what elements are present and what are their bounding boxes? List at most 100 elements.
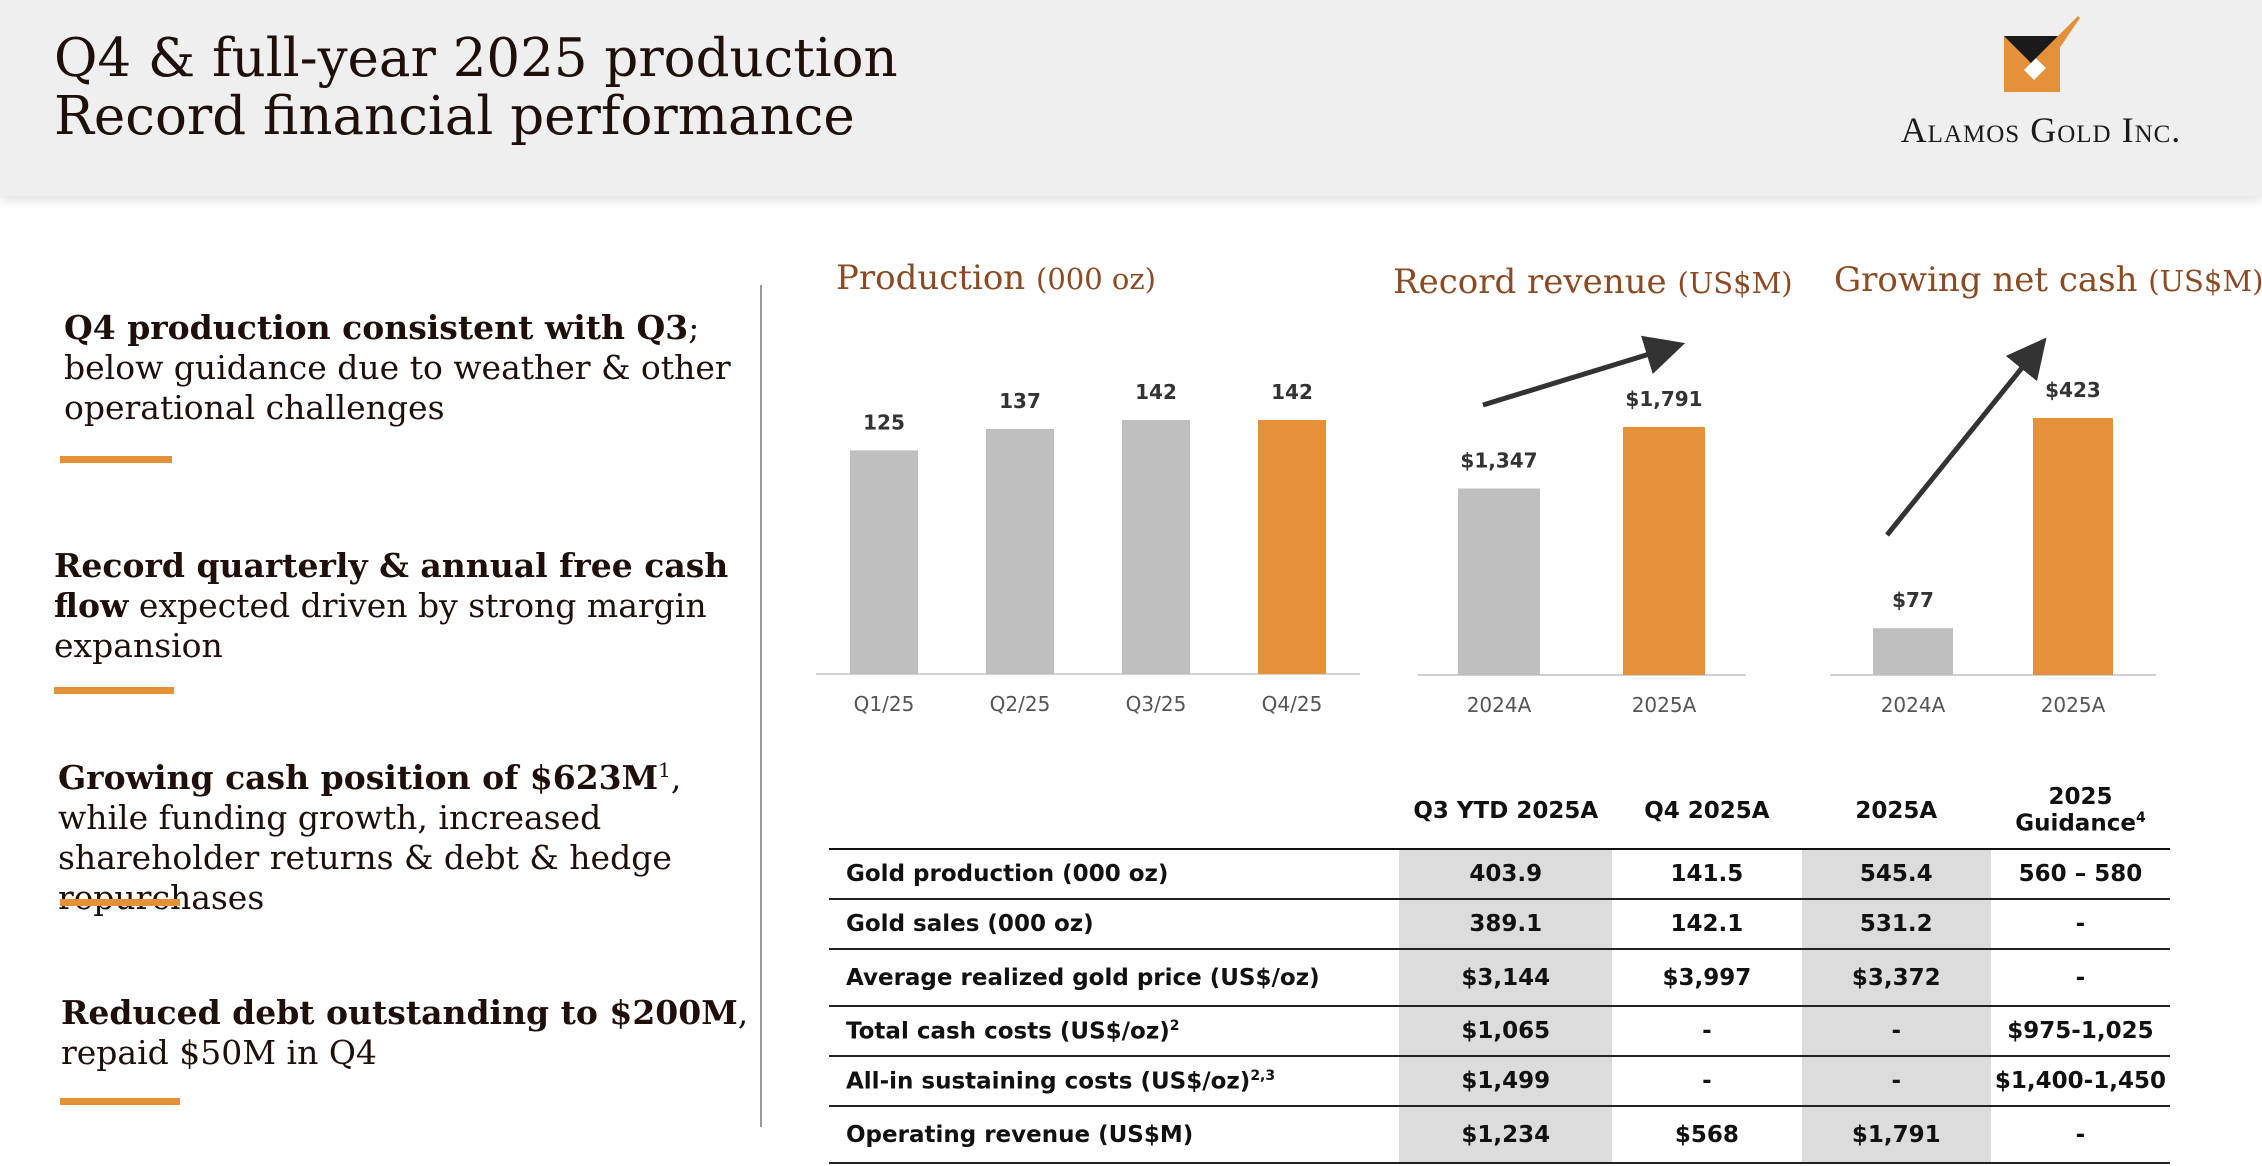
logo-mark-icon [2004, 16, 2080, 92]
production-value-label: 125 [863, 410, 905, 434]
netcash-bar [2033, 418, 2113, 675]
netcash-category-label: 2025A [2041, 693, 2106, 717]
table-cell: - [1612, 1006, 1802, 1057]
table-cell: 545.4 [1801, 849, 1991, 900]
bullet-3-lead: Growing cash position of $623M [58, 758, 659, 797]
vertical-divider [760, 285, 762, 1127]
table-header-guidance: 2025 Guidance4 [1990, 773, 2170, 850]
table-header-q3ytd: Q3 YTD 2025A [1399, 773, 1613, 850]
table-cell: $3,372 [1801, 949, 1991, 1007]
table-row: Total cash costs (US$/oz)2 $1,065- - $975-1… [829, 1006, 2170, 1057]
bullet-3-footnote: 1 [658, 758, 671, 782]
production-bar [986, 428, 1054, 674]
table-cell: 142.1 [1612, 899, 1802, 950]
production-category-label: Q2/25 [990, 692, 1051, 716]
production-bar [1122, 420, 1190, 674]
bullet-3-underline [60, 899, 180, 906]
table-cell: 560 – 580 [1990, 849, 2170, 900]
production-title-text: Production [836, 258, 1026, 298]
row-footnote: 2,3 [1250, 1067, 1276, 1084]
table-cell: $1,234 [1399, 1106, 1613, 1164]
bullet-2-text: expected driven by strong margin expansi… [54, 586, 707, 665]
row-label-text: Operating revenue (US$M) [846, 1121, 1194, 1148]
table-row: Operating revenue (US$M) $1,234 $568 $1,791… [829, 1106, 2170, 1164]
bullet-3: Growing cash position of $623M1, while f… [58, 758, 748, 918]
bullet-1: Q4 production consistent with Q3; below … [64, 308, 744, 428]
revenue-value-label: $1,791 [1625, 387, 1702, 411]
company-logo: Alamos Gold Inc. [1886, 14, 2196, 154]
revenue-category-label: 2025A [1632, 693, 1697, 717]
table-cell: $1,065 [1399, 1006, 1613, 1057]
production-chart-title: Production (000 oz) [836, 258, 1156, 298]
netcash-title-text: Growing net cash [1834, 260, 2138, 300]
revenue-value-label: $1,347 [1460, 448, 1537, 472]
row-label: Total cash costs (US$/oz)2 [829, 1006, 1400, 1057]
netcash-category-label: 2024A [1881, 693, 1946, 717]
row-label-text: Total cash costs (US$/oz) [846, 1018, 1170, 1045]
production-category-label: Q3/25 [1126, 692, 1187, 716]
revenue-chart-title: Record revenue (US$M) [1393, 262, 1793, 302]
revenue-title-unit: (US$M) [1677, 266, 1793, 300]
row-label: Gold sales (000 oz) [829, 899, 1400, 950]
production-bar [1258, 420, 1326, 674]
netcash-value-label: $77 [1892, 588, 1934, 612]
revenue-category-label: 2024A [1467, 693, 1532, 717]
table-cell: $1,400-1,450 [1990, 1056, 2170, 1107]
table-cell: - [1801, 1006, 1991, 1057]
table-cell: $1,499 [1399, 1056, 1613, 1107]
bullet-4-underline [60, 1098, 180, 1105]
table-row: Gold sales (000 oz) 389.1 142.1 531.2- [829, 899, 2170, 950]
revenue-trend-arrow-icon [1482, 335, 1686, 408]
production-category-label: Q4/25 [1262, 692, 1323, 716]
row-label-text: Average realized gold price (US$/oz) [846, 964, 1320, 991]
table-cell: 141.5 [1612, 849, 1802, 900]
kpi-table: Q3 YTD 2025A Q4 2025A 2025A 2025 Guidance… [829, 773, 2170, 1164]
table-cell: $568 [1612, 1106, 1802, 1164]
table-header-row: Q3 YTD 2025A Q4 2025A 2025A 2025 Guidance… [829, 773, 2170, 850]
production-title-unit: (000 oz) [1036, 262, 1156, 296]
row-label: Operating revenue (US$M) [829, 1106, 1400, 1164]
table-cell: $3,144 [1399, 949, 1613, 1007]
production-value-label: 137 [999, 389, 1041, 413]
row-label: All-in sustaining costs (US$/oz)2,3 [829, 1056, 1400, 1107]
production-value-label: 142 [1271, 380, 1313, 404]
table-row: Gold production (000 oz) 403.9 141.5 545.4 5… [829, 849, 2170, 900]
table-row: All-in sustaining costs (US$/oz)2,3 $1,49… [829, 1056, 2170, 1107]
table-header-fy: 2025A [1801, 773, 1991, 850]
table-cell: $3,997 [1612, 949, 1802, 1007]
bullet-2-underline [54, 687, 174, 694]
production-value-label: 142 [1135, 380, 1177, 404]
bullet-4: Reduced debt outstanding to $200M, repai… [61, 993, 751, 1073]
table-row: Average realized gold price (US$/oz) $3,1… [829, 949, 2170, 1007]
row-label: Average realized gold price (US$/oz) [829, 949, 1400, 1007]
bullet-1-text: ; below guidance due to weather & other … [64, 308, 731, 427]
netcash-chart-title: Growing net cash (US$M) [1834, 260, 2262, 300]
table-cell: - [1990, 1106, 2170, 1164]
bullet-1-lead: Q4 production consistent with Q3 [64, 308, 689, 347]
production-category-label: Q1/25 [854, 692, 915, 716]
row-label: Gold production (000 oz) [829, 849, 1400, 900]
table-cell: - [1612, 1056, 1802, 1107]
netcash-title-unit: (US$M) [2148, 264, 2262, 298]
netcash-trend-arrow-icon [1885, 337, 2047, 537]
table-header-q4: Q4 2025A [1612, 773, 1802, 850]
bullet-2-lead: Record quarterly & annual free cash flow [54, 546, 729, 625]
guidance-header-text: 2025 Guidance [2015, 784, 2136, 837]
title-line-2: Record financial performance [54, 86, 855, 147]
bullet-4-lead: Reduced debt outstanding to $200M [61, 993, 738, 1032]
table-header-label [829, 773, 1400, 850]
row-label-text: Gold production (000 oz) [846, 861, 1169, 887]
table-cell: - [1801, 1056, 1991, 1107]
revenue-bar [1458, 488, 1540, 675]
guidance-footnote: 4 [2135, 810, 2146, 827]
netcash-bar [1873, 628, 1953, 675]
table-cell: 531.2 [1801, 899, 1991, 950]
row-footnote: 2 [1169, 1017, 1180, 1034]
logo-text: Alamos Gold Inc. [1900, 110, 2182, 150]
revenue-bar [1623, 427, 1705, 675]
netcash-value-label: $423 [2045, 378, 2101, 402]
revenue-title-text: Record revenue [1393, 262, 1667, 302]
table-cell: 389.1 [1399, 899, 1613, 950]
bullet-4-text: , repaid $50M in Q4 [61, 993, 749, 1072]
row-label-text: All-in sustaining costs (US$/oz) [846, 1068, 1251, 1095]
